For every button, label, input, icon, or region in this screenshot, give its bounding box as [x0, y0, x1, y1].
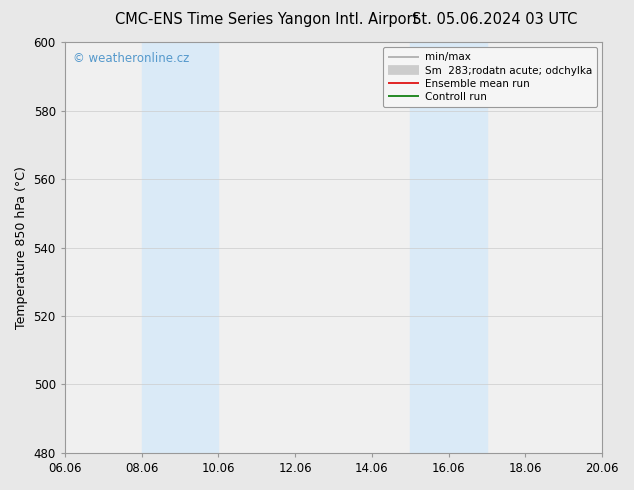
- Y-axis label: Temperature 850 hPa (°C): Temperature 850 hPa (°C): [15, 166, 28, 329]
- Bar: [410, 42, 487, 453]
- Text: © weatheronline.cz: © weatheronline.cz: [73, 52, 190, 65]
- Legend: min/max, Sm  283;rodatn acute; odchylka, Ensemble mean run, Controll run: min/max, Sm 283;rodatn acute; odchylka, …: [383, 47, 597, 107]
- Text: CMC-ENS Time Series Yangon Intl. Airport: CMC-ENS Time Series Yangon Intl. Airport: [115, 12, 418, 27]
- Text: St. 05.06.2024 03 UTC: St. 05.06.2024 03 UTC: [412, 12, 577, 27]
- Bar: [141, 42, 218, 453]
